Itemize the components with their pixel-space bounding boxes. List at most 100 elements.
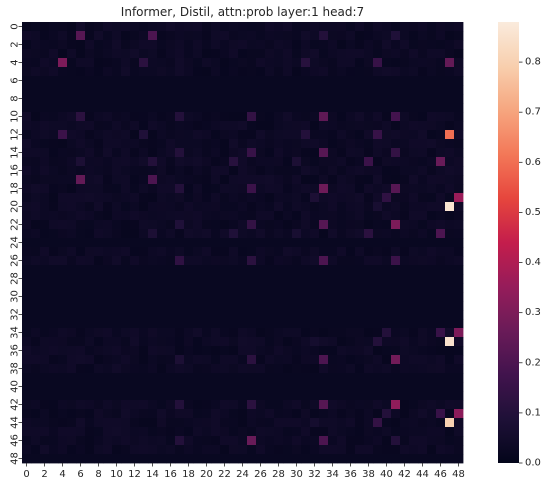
heatmap-cell bbox=[193, 382, 203, 392]
heatmap-cell bbox=[166, 130, 176, 140]
heatmap-cell bbox=[346, 292, 356, 302]
heatmap-cell bbox=[184, 166, 194, 176]
heatmap-cell bbox=[310, 148, 320, 158]
heatmap-cell bbox=[445, 85, 455, 95]
heatmap-cell bbox=[121, 346, 131, 356]
heatmap-cell bbox=[418, 130, 428, 140]
heatmap-cell bbox=[247, 256, 257, 266]
heatmap-cell bbox=[103, 175, 113, 185]
heatmap-cell bbox=[283, 22, 293, 32]
heatmap-cell bbox=[184, 256, 194, 266]
heatmap-cell bbox=[175, 265, 185, 275]
heatmap-cell bbox=[256, 157, 266, 167]
heatmap-cell bbox=[391, 85, 401, 95]
heatmap-cell bbox=[265, 238, 275, 248]
heatmap-cell bbox=[355, 67, 365, 77]
heatmap-cell bbox=[274, 103, 284, 113]
heatmap-cell bbox=[139, 76, 149, 86]
heatmap-cell bbox=[283, 256, 293, 266]
heatmap-cell bbox=[382, 229, 392, 239]
heatmap-cell bbox=[301, 283, 311, 293]
heatmap-cell bbox=[40, 283, 50, 293]
heatmap-cell bbox=[274, 445, 284, 455]
heatmap-cell bbox=[220, 373, 230, 383]
heatmap-cell bbox=[184, 400, 194, 410]
heatmap-cell bbox=[382, 148, 392, 158]
heatmap-cell bbox=[175, 193, 185, 203]
heatmap-cell bbox=[139, 283, 149, 293]
heatmap-cell bbox=[364, 103, 374, 113]
heatmap-cell bbox=[49, 301, 59, 311]
heatmap-cell bbox=[157, 31, 167, 41]
heatmap-cell bbox=[175, 31, 185, 41]
heatmap-cell bbox=[355, 202, 365, 212]
heatmap-cell bbox=[391, 355, 401, 365]
heatmap-cell bbox=[274, 256, 284, 266]
heatmap-cell bbox=[247, 40, 257, 50]
heatmap-cell bbox=[220, 49, 230, 59]
heatmap-cell bbox=[382, 202, 392, 212]
x-tick-label: 20 bbox=[200, 469, 213, 480]
heatmap-cell bbox=[274, 148, 284, 158]
heatmap-cell bbox=[328, 436, 338, 446]
heatmap-cell bbox=[130, 193, 140, 203]
heatmap-cell bbox=[40, 256, 50, 266]
heatmap-cell bbox=[184, 139, 194, 149]
heatmap-cell bbox=[130, 355, 140, 365]
heatmap-cell bbox=[427, 85, 437, 95]
heatmap-cell bbox=[112, 265, 122, 275]
heatmap-cell bbox=[454, 58, 464, 68]
heatmap-cell bbox=[166, 346, 176, 356]
heatmap-cell bbox=[175, 364, 185, 374]
heatmap-cell bbox=[49, 238, 59, 248]
heatmap-cell bbox=[391, 103, 401, 113]
heatmap-cell bbox=[175, 337, 185, 347]
heatmap-cell bbox=[283, 436, 293, 446]
heatmap-cell bbox=[310, 409, 320, 419]
heatmap-cell bbox=[265, 319, 275, 329]
heatmap-cell bbox=[67, 265, 77, 275]
heatmap-cell bbox=[220, 112, 230, 122]
heatmap-cell bbox=[301, 355, 311, 365]
heatmap-cell bbox=[220, 409, 230, 419]
heatmap-cell bbox=[121, 229, 131, 239]
heatmap-cell bbox=[310, 436, 320, 446]
heatmap-cell bbox=[427, 310, 437, 320]
heatmap-cell bbox=[184, 121, 194, 131]
heatmap-cell bbox=[427, 409, 437, 419]
heatmap-cell bbox=[409, 22, 419, 32]
heatmap-cell bbox=[58, 355, 68, 365]
heatmap-cell bbox=[184, 184, 194, 194]
heatmap-cell bbox=[139, 139, 149, 149]
colorbar-ticks: 0.00.10.20.30.40.50.60.70.8 bbox=[519, 57, 541, 469]
heatmap-cell bbox=[238, 382, 248, 392]
heatmap-cell bbox=[40, 112, 50, 122]
heatmap-cell bbox=[220, 382, 230, 392]
heatmap-cell bbox=[292, 256, 302, 266]
heatmap-cell bbox=[85, 301, 95, 311]
heatmap-cell bbox=[40, 76, 50, 86]
heatmap-cell bbox=[166, 238, 176, 248]
heatmap-cell bbox=[220, 400, 230, 410]
heatmap-cell bbox=[49, 409, 59, 419]
heatmap-cell bbox=[382, 274, 392, 284]
heatmap-cell bbox=[337, 130, 347, 140]
heatmap-cell bbox=[436, 454, 446, 464]
heatmap-cell bbox=[238, 355, 248, 365]
heatmap-cell bbox=[454, 148, 464, 158]
heatmap-cell bbox=[94, 139, 104, 149]
heatmap-cell bbox=[94, 229, 104, 239]
heatmap-cell bbox=[166, 67, 176, 77]
heatmap-cell bbox=[112, 49, 122, 59]
heatmap-cell bbox=[94, 22, 104, 32]
heatmap-cell bbox=[319, 355, 329, 365]
heatmap-cell bbox=[166, 229, 176, 239]
heatmap-cell bbox=[301, 238, 311, 248]
heatmap-cell bbox=[121, 148, 131, 158]
heatmap-cell bbox=[211, 166, 221, 176]
heatmap-cell bbox=[337, 346, 347, 356]
heatmap-cell bbox=[229, 436, 239, 446]
heatmap-cell bbox=[193, 292, 203, 302]
heatmap-cell bbox=[382, 184, 392, 194]
heatmap-cell bbox=[49, 49, 59, 59]
